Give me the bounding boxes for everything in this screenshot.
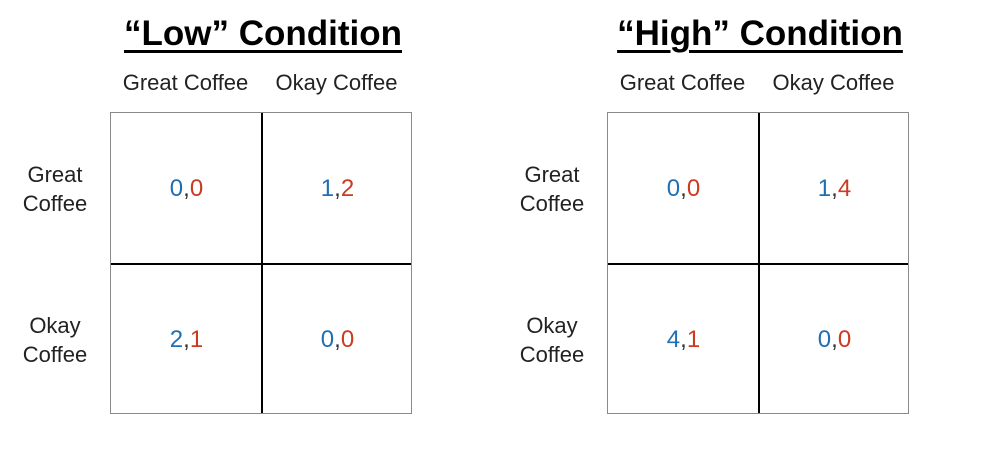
column-player-payoff: 0	[686, 174, 701, 202]
grid-divider-horizontal	[111, 263, 411, 265]
row-player-payoff: 1	[817, 174, 832, 202]
grid-divider-horizontal	[608, 263, 908, 265]
payoff-separator: ,	[334, 174, 341, 202]
payoff-separator: ,	[183, 325, 190, 353]
payoff-cell-great-okay: 1,4	[759, 113, 910, 264]
row-label-line: Coffee	[519, 191, 585, 216]
payoff-separator: ,	[831, 174, 838, 202]
row-player-payoff: 1	[320, 174, 335, 202]
payoff-separator: ,	[334, 325, 341, 353]
column-label-great-coffee: Great Coffee	[122, 70, 249, 95]
column-player-payoff: 0	[340, 325, 355, 353]
column-label-great-coffee: Great Coffee	[619, 70, 746, 95]
row-label-line: Great	[27, 162, 83, 187]
column-player-payoff: 0	[837, 325, 852, 353]
payoff-cell-great-great: 0,0	[111, 113, 262, 264]
row-label-great-coffee: Great Coffee	[0, 160, 110, 218]
payoff-separator: ,	[831, 325, 838, 353]
row-player-payoff: 0	[817, 325, 832, 353]
column-player-payoff: 1	[189, 325, 204, 353]
payoff-matrix-low: “Low” Condition Great Coffee Okay Coffee…	[0, 0, 412, 449]
column-player-payoff: 1	[686, 325, 701, 353]
matrix-grid: 0,0 1,4 4,1 0,0	[607, 112, 909, 414]
row-label-okay-coffee: Okay Coffee	[0, 311, 110, 369]
row-player-payoff: 2	[169, 325, 184, 353]
payoff-matrix-high: “High” Condition Great Coffee Okay Coffe…	[497, 0, 909, 449]
row-player-payoff: 0	[169, 174, 184, 202]
row-label-great-coffee: Great Coffee	[497, 160, 607, 218]
matrix-title: “High” Condition	[617, 14, 903, 53]
payoff-cell-great-great: 0,0	[608, 113, 759, 264]
payoff-cell-great-okay: 1,2	[262, 113, 413, 264]
row-label-line: Coffee	[22, 342, 88, 367]
column-player-payoff: 2	[340, 174, 355, 202]
payoff-separator: ,	[183, 174, 190, 202]
matrix-grid: 0,0 1,2 2,1 0,0	[110, 112, 412, 414]
row-label-line: Great	[524, 162, 580, 187]
row-label-line: Coffee	[22, 191, 88, 216]
payoff-separator: ,	[680, 174, 687, 202]
column-label-okay-coffee: Okay Coffee	[275, 70, 398, 95]
payoff-cell-okay-great: 4,1	[608, 264, 759, 415]
column-label-okay-coffee: Okay Coffee	[772, 70, 895, 95]
payoff-separator: ,	[680, 325, 687, 353]
column-player-payoff: 0	[189, 174, 204, 202]
payoff-cell-okay-great: 2,1	[111, 264, 262, 415]
row-label-okay-coffee: Okay Coffee	[497, 311, 607, 369]
payoff-cell-okay-okay: 0,0	[262, 264, 413, 415]
row-label-line: Coffee	[519, 342, 585, 367]
row-player-payoff: 0	[666, 174, 681, 202]
payoff-cell-okay-okay: 0,0	[759, 264, 910, 415]
row-player-payoff: 0	[320, 325, 335, 353]
column-player-payoff: 4	[837, 174, 852, 202]
row-label-line: Okay	[526, 313, 578, 338]
row-player-payoff: 4	[666, 325, 681, 353]
row-label-line: Okay	[29, 313, 81, 338]
matrix-title: “Low” Condition	[124, 14, 402, 53]
